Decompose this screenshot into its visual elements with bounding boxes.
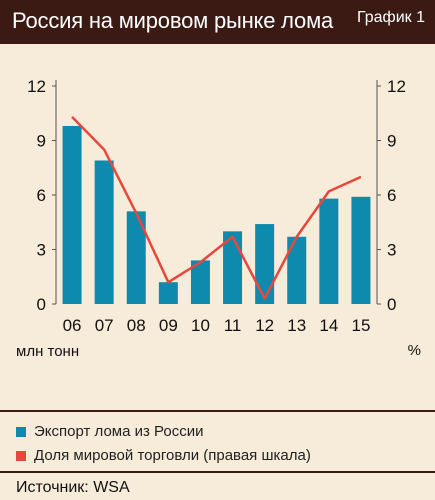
x-tick-label: 06 xyxy=(63,316,82,335)
x-tick-label: 10 xyxy=(191,316,210,335)
bar-export xyxy=(223,231,243,304)
y-right-tick-label: 6 xyxy=(387,186,396,205)
y-right-tick-label: 3 xyxy=(387,241,396,260)
x-tick-label: 08 xyxy=(127,316,146,335)
y-right-tick-label: 9 xyxy=(387,132,396,151)
chart-plot: 0 0 3 3 6 6 9 9 12 12 06 07 08 09 10 11 12 13 14 15 xyxy=(27,77,406,335)
bar-export xyxy=(287,236,307,304)
bar-export xyxy=(255,224,275,304)
x-tick-label: 07 xyxy=(95,316,114,335)
legend-label-share: Доля мировой торговли (правая шкала) xyxy=(34,447,311,464)
bar-export xyxy=(158,282,178,304)
bar-export xyxy=(190,260,210,304)
y-left-tick-label: 6 xyxy=(37,186,46,205)
line-share xyxy=(71,116,362,300)
legend-divider xyxy=(0,410,435,412)
legend-swatch-export xyxy=(16,426,26,437)
bar-export xyxy=(62,125,82,304)
bar-export xyxy=(351,196,371,304)
chart-header: Россия на мировом рынке лома График 1 xyxy=(0,0,435,44)
y-left-tick-label: 9 xyxy=(37,132,46,151)
chart-tag: График 1 xyxy=(356,9,425,26)
bar-export xyxy=(126,211,146,304)
x-tick-label: 15 xyxy=(351,316,370,335)
y-left-tick-label: 3 xyxy=(37,241,46,260)
y-right-tick-label: 0 xyxy=(387,295,396,314)
x-tick-label: 09 xyxy=(159,316,178,335)
chart-title: Россия на мировом рынке лома xyxy=(12,8,334,33)
x-tick-label: 14 xyxy=(319,316,338,335)
legend-item-share: Доля мировой торговли (правая шкала) xyxy=(16,447,311,464)
y-left-tick-label: 0 xyxy=(37,295,46,314)
y-axis-left-label: млн тонн xyxy=(16,343,80,360)
x-tick-label: 11 xyxy=(224,316,242,335)
bar-export xyxy=(319,198,339,304)
legend-item-export: Экспорт лома из России xyxy=(16,423,203,440)
y-left-tick-label: 12 xyxy=(27,77,46,96)
x-tick-label: 13 xyxy=(287,316,306,335)
bar-export xyxy=(94,160,114,304)
y-axis-right-label: % xyxy=(407,342,421,359)
y-right-tick-label: 12 xyxy=(387,77,406,96)
legend-label-export: Экспорт лома из России xyxy=(34,423,204,440)
x-tick-label: 12 xyxy=(255,316,274,335)
legend-swatch-share xyxy=(16,450,26,461)
source-divider xyxy=(0,471,435,473)
source-note: Источник: WSA xyxy=(16,479,130,496)
